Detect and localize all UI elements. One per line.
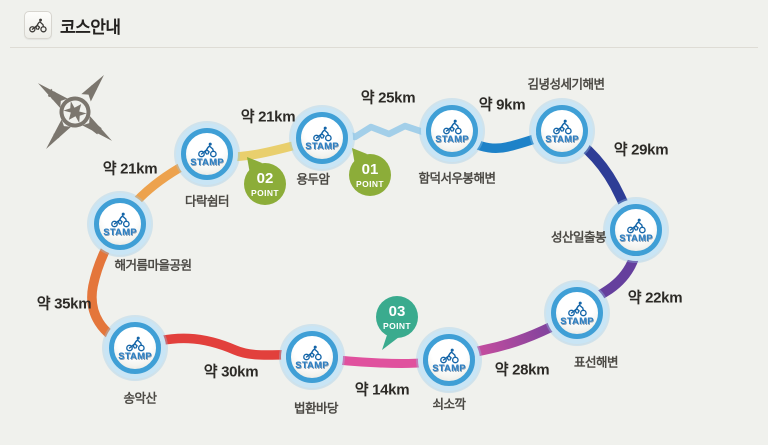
station-label: 다락쉼터	[184, 194, 230, 209]
station-stamp-haegeoreum: STAMP	[94, 198, 146, 250]
distance-label: 약 30km	[203, 363, 259, 381]
header-divider	[10, 47, 758, 48]
cyclist-icon	[302, 344, 322, 361]
page-title: 코스안내	[60, 18, 121, 37]
stamp-text: STAMP	[432, 362, 466, 374]
station-label: 함덕서우봉해변	[418, 171, 496, 186]
distance-label: 약 29km	[613, 141, 669, 159]
cyclist-icon	[125, 335, 145, 352]
point-number: 02	[257, 170, 274, 187]
cyclist-icon	[439, 347, 459, 364]
point-badge-03: 03 POINT	[376, 296, 418, 350]
point-label: POINT	[383, 321, 411, 331]
stamp-text: STAMP	[619, 232, 653, 244]
point-label: POINT	[251, 188, 279, 198]
point-badge-01: 01 POINT	[349, 148, 391, 196]
distance-label: 약 9km	[478, 96, 526, 114]
station-stamp-pyoseon: STAMP	[551, 287, 603, 339]
station-stamp-yongduam: STAMP	[296, 112, 348, 164]
stamp-text: STAMP	[560, 315, 594, 327]
stamp-text: STAMP	[118, 350, 152, 362]
cyclist-icon	[626, 217, 646, 234]
point-label: POINT	[356, 179, 384, 189]
cyclist-icon	[110, 211, 130, 228]
station-stamp-soesokkak: STAMP	[423, 334, 475, 386]
distance-label: 약 21km	[240, 108, 296, 126]
stamp-text: STAMP	[545, 133, 579, 145]
distance-label: 약 21km	[102, 160, 158, 178]
station-label: 김녕성세기해변	[527, 77, 605, 92]
station-stamp-hamdeok: STAMP	[426, 105, 478, 157]
station-label: 용두암	[296, 172, 330, 187]
stamp-text: STAMP	[305, 140, 339, 152]
stamp-text: STAMP	[295, 359, 329, 371]
compass-rose-icon: N E S W	[37, 74, 113, 150]
station-stamp-gimnyeong: STAMP	[536, 105, 588, 157]
compass-n: N	[85, 84, 99, 98]
station-label: 표선해변	[573, 355, 619, 370]
station-stamp-beophwan: STAMP	[286, 331, 338, 383]
station-stamp-seongsan: STAMP	[610, 204, 662, 256]
cyclist-icon	[312, 125, 332, 142]
station-label: 쇠소깍	[432, 397, 466, 412]
distance-label: 약 28km	[494, 361, 550, 379]
cyclist-icon	[197, 141, 217, 158]
stamp-text: STAMP	[190, 156, 224, 168]
distance-label: 약 14km	[354, 381, 410, 399]
distance-label: 약 22km	[627, 289, 683, 307]
cyclist-icon	[552, 118, 572, 135]
station-stamp-darak: STAMP	[181, 128, 233, 180]
bicycle-icon	[24, 11, 52, 39]
cyclist-icon	[567, 300, 587, 317]
point-number: 01	[362, 161, 379, 178]
point-number: 03	[389, 303, 406, 320]
station-label: 법환바당	[293, 401, 339, 416]
stamp-text: STAMP	[103, 226, 137, 238]
distance-label: 약 35km	[36, 295, 92, 313]
station-label: 성산일출봉	[550, 230, 607, 245]
stamp-text: STAMP	[435, 133, 469, 145]
station-label: 송악산	[123, 391, 157, 406]
distance-label: 약 25km	[360, 89, 416, 107]
station-stamp-songaksan: STAMP	[109, 322, 161, 374]
station-label: 해거름마을공원	[114, 258, 192, 273]
point-badge-02: 02 POINT	[244, 157, 286, 205]
cyclist-icon	[442, 118, 462, 135]
